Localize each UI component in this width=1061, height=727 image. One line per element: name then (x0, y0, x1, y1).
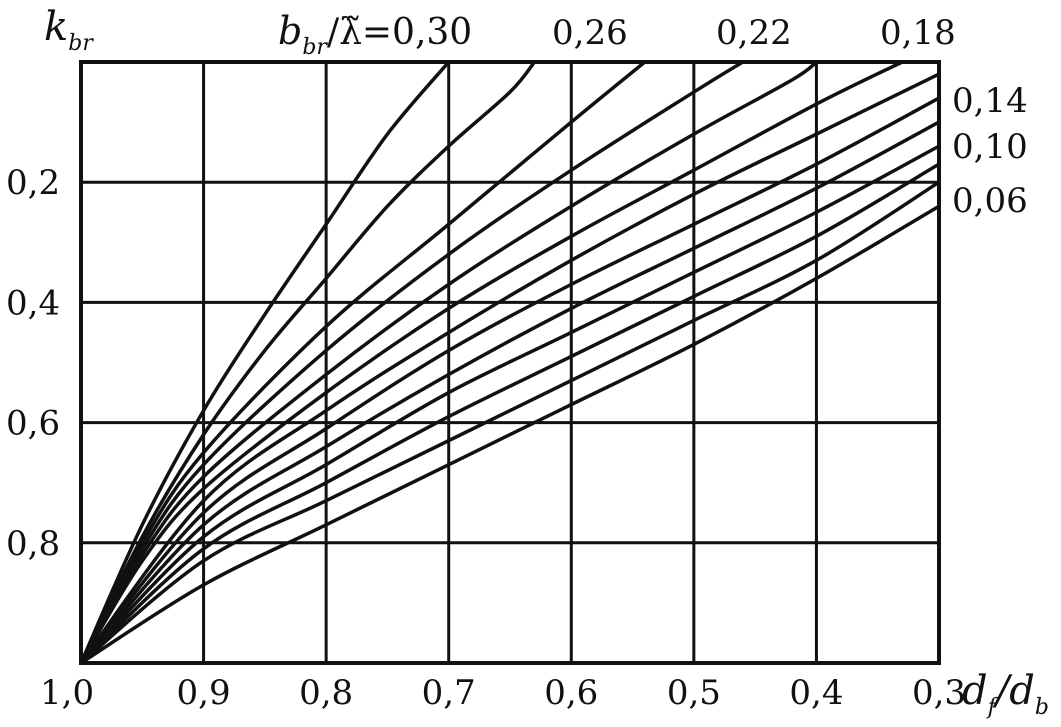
y-tick-labels: 0,2 0,4 0,6 0,8 (6, 163, 60, 564)
series-line (79, 60, 818, 664)
x-axis-label-main2: d (1009, 668, 1035, 714)
series-line (79, 72, 940, 665)
x-tick-label: 0,4 (789, 673, 843, 713)
x-tick-label: 0,8 (299, 673, 353, 713)
y-tick-label: 0,2 (6, 163, 60, 203)
x-tick-label: 0,3 (912, 673, 966, 713)
x-axis-label: df/db (962, 668, 1049, 720)
series-line (79, 120, 940, 665)
series-lines (79, 60, 940, 665)
plot-frame (79, 60, 941, 665)
parameter-label-sub: br (302, 35, 328, 60)
series-line (79, 60, 646, 664)
series-label-top: 0,26 (552, 13, 628, 53)
series-line (79, 60, 536, 664)
x-axis-label-main: d (962, 668, 988, 714)
x-tick-label: 0,5 (667, 673, 721, 713)
y-tick-label: 0,6 (6, 404, 60, 444)
y-axis-label-sub: br (68, 31, 94, 56)
y-axis-label-main: k (44, 4, 68, 50)
series-line (79, 162, 940, 665)
series-label-right: 0,10 (952, 127, 1028, 167)
series-line (79, 144, 940, 665)
y-axis-label: kbr (44, 4, 94, 56)
parameter-label-main: b (278, 9, 302, 53)
series-line (80, 204, 940, 665)
x-tick-labels: 1,0 0,9 0,8 0,7 0,6 0,5 0,4 0,3 (40, 673, 966, 713)
series-line (79, 60, 451, 664)
series-label-top: 0,22 (716, 13, 792, 53)
series-label-right: 0,14 (952, 81, 1028, 121)
x-axis-label-sub2: b (1035, 695, 1049, 720)
y-tick-label: 0,8 (6, 524, 60, 564)
x-tick-label: 0,6 (544, 673, 598, 713)
x-tick-label: 0,7 (422, 673, 476, 713)
series-label-right: 0,06 (952, 181, 1028, 221)
x-tick-label: 1,0 (40, 673, 94, 713)
series-labels: 0,26 0,22 0,18 0,14 0,10 0,06 (552, 13, 1028, 221)
series-line (79, 60, 744, 664)
x-tick-label: 0,9 (177, 673, 231, 713)
parameter-label: bbr/λ̃=0,30 (278, 9, 472, 60)
series-line (79, 180, 940, 665)
series-line (79, 60, 903, 664)
series-line (79, 96, 940, 665)
parameter-label-rest: /λ̃=0,30 (327, 12, 472, 53)
x-axis-label-sep: / (992, 668, 1013, 714)
grid (81, 62, 939, 663)
y-tick-label: 0,4 (6, 283, 60, 323)
series-label-top: 0,18 (880, 13, 956, 53)
